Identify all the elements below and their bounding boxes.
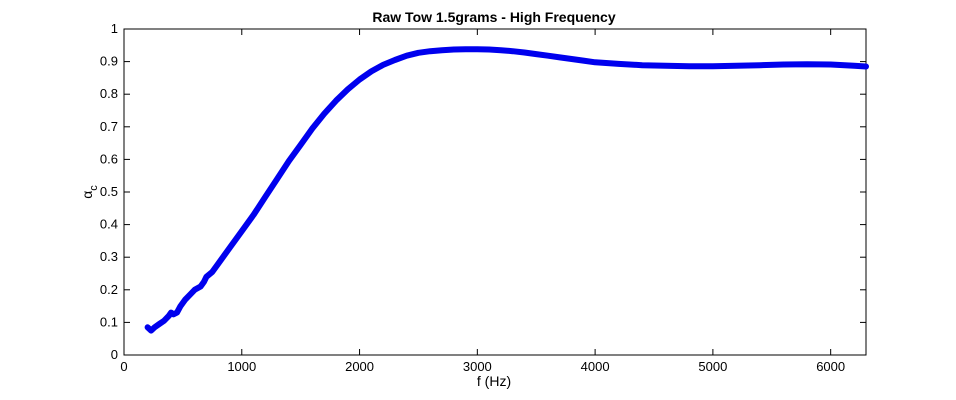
x-tick-label: 6000 — [816, 359, 845, 374]
y-tick-label: 1 — [111, 21, 118, 36]
svg-text:αc: αc — [79, 185, 100, 199]
series-layer — [144, 46, 869, 334]
x-tick-label: 5000 — [698, 359, 727, 374]
y-tick-label: 0.2 — [100, 282, 118, 297]
y-axis-ticks: 0 0.1 0.2 0.3 0.4 0.5 0.6 0.7 0.8 0.9 1 — [100, 21, 866, 362]
y-tick-label: 0.3 — [100, 249, 118, 264]
x-tick-label: 4000 — [581, 359, 610, 374]
y-axis-label-subscript: c — [88, 185, 100, 191]
x-tick-label: 3000 — [463, 359, 492, 374]
x-tick-label: 0 — [120, 359, 127, 374]
x-axis-ticks: 0 1000 2000 3000 4000 5000 6000 — [120, 29, 845, 374]
x-tick-label: 2000 — [345, 359, 374, 374]
plot-area-frame — [123, 28, 867, 356]
x-axis-label: f (Hz) — [477, 373, 511, 389]
y-tick-label: 0.5 — [100, 184, 118, 199]
y-tick-label: 0.8 — [100, 86, 118, 101]
y-axis-label: αc — [79, 185, 100, 199]
series-line — [144, 46, 869, 334]
y-tick-label: 0.7 — [100, 119, 118, 134]
y-axis-label-symbol: α — [79, 191, 95, 199]
y-tick-label: 0.9 — [100, 54, 118, 69]
y-tick-label: 0.4 — [100, 217, 118, 232]
y-tick-label: 0.6 — [100, 151, 118, 166]
y-tick-label: 0.1 — [100, 314, 118, 329]
y-tick-label: 0 — [111, 347, 118, 362]
x-tick-label: 1000 — [227, 359, 256, 374]
chart-title: Raw Tow 1.5grams - High Frequency — [372, 9, 615, 25]
